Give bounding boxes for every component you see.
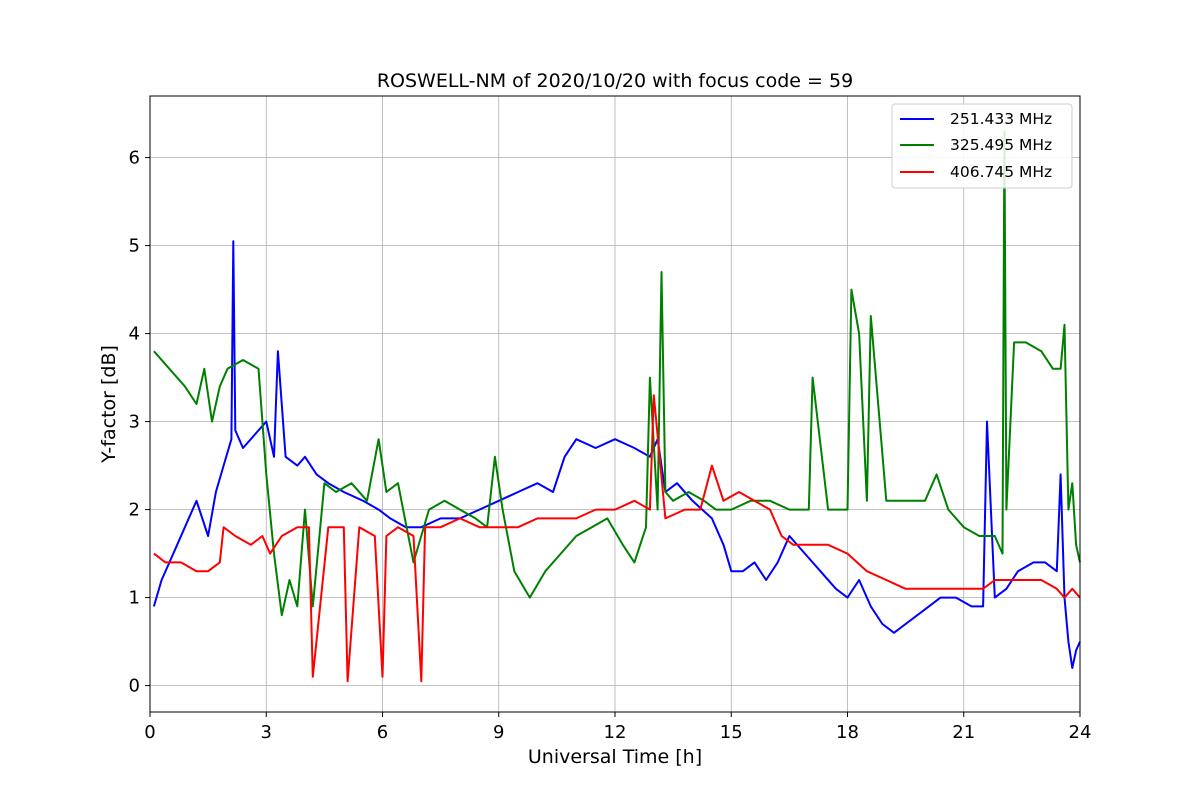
y-tick-label: 6 xyxy=(129,148,140,169)
legend: 251.433 MHz 325.495 MHz 406.745 MHz xyxy=(891,103,1073,189)
series-line-0 xyxy=(152,240,1081,669)
y-tick-label: 3 xyxy=(129,412,140,433)
x-tick-label: 9 xyxy=(493,722,504,743)
x-axis-label: Universal Time [h] xyxy=(528,746,702,768)
y-tick-label: 2 xyxy=(129,500,140,521)
legend-label-406-mhz: 406.745 MHz xyxy=(950,163,1052,181)
x-tick-label: 15 xyxy=(720,722,743,743)
y-tick-label: 4 xyxy=(129,324,140,345)
x-tick-label: 18 xyxy=(836,722,859,743)
x-tick-label: 12 xyxy=(604,722,627,743)
legend-box xyxy=(891,103,1073,189)
y-tick-label: 1 xyxy=(129,588,140,609)
legend-label-251-mhz: 251.433 MHz xyxy=(950,110,1052,128)
series-line-2 xyxy=(153,394,1081,683)
series-layer xyxy=(152,130,1081,683)
x-tick-label: 24 xyxy=(1069,722,1092,743)
x-tick-label: 0 xyxy=(144,722,155,743)
y-tick-label: 5 xyxy=(129,236,140,257)
chart-title: ROSWELL-NM of 2020/10/20 with focus code… xyxy=(377,70,853,92)
y-tick-label: 0 xyxy=(129,676,140,697)
y-axis-label: Y-factor [dB] xyxy=(98,345,120,464)
series-line-1 xyxy=(153,130,1081,617)
x-tick-label: 3 xyxy=(261,722,272,743)
x-tick-label: 21 xyxy=(952,722,975,743)
legend-label-325-mhz: 325.495 MHz xyxy=(950,136,1052,154)
x-tick-label: 6 xyxy=(377,722,388,743)
